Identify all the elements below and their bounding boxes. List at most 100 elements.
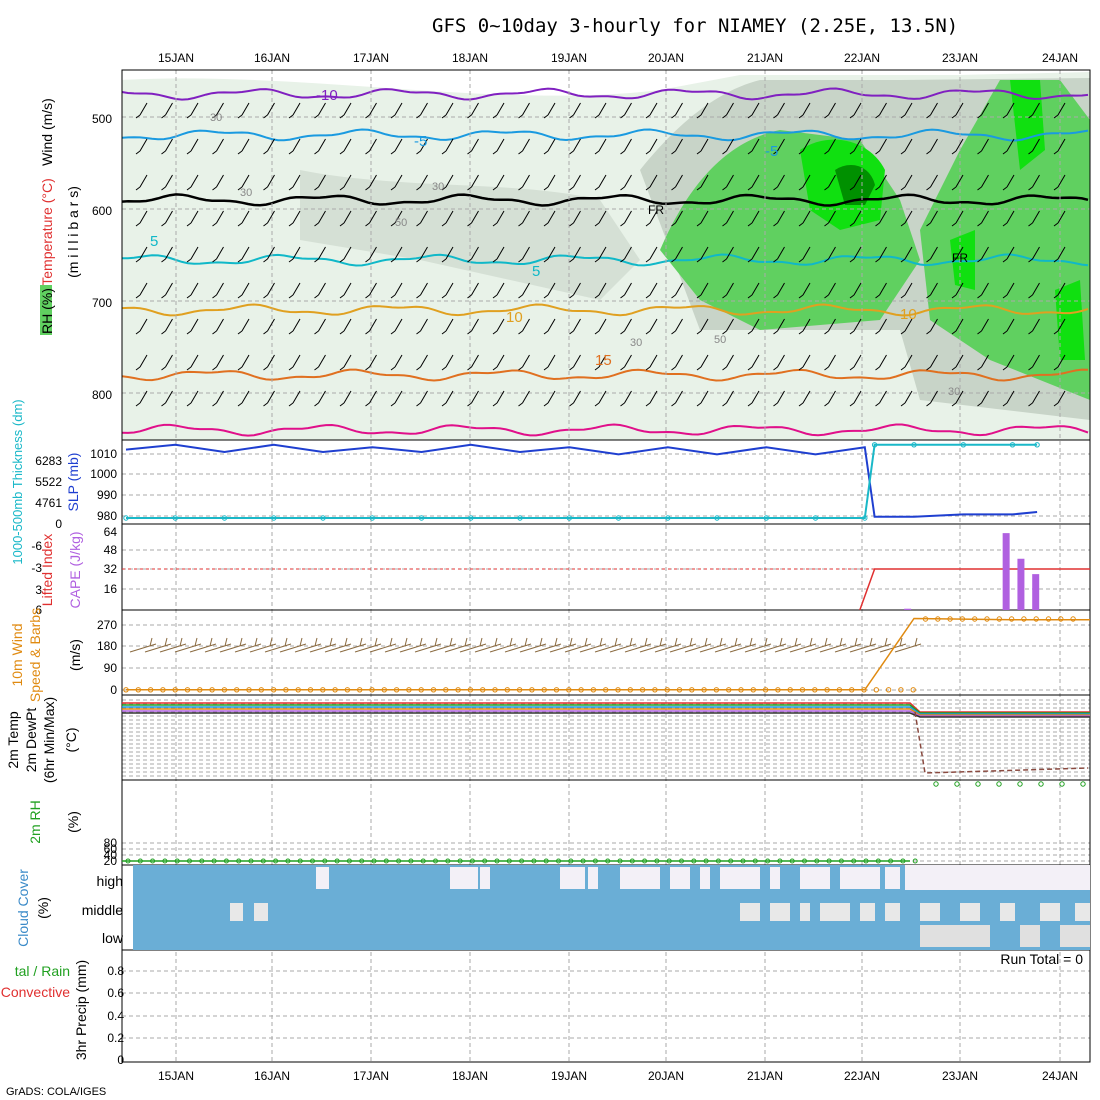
wind-speed-marker: [566, 687, 572, 693]
rh2m-marker: [802, 858, 807, 864]
date-label-top: 21JAN: [747, 51, 783, 65]
wind-barb: [543, 246, 556, 263]
temp-units-group: (°C): [63, 727, 79, 752]
temp-marker: [1059, 781, 1065, 787]
cloud-label-group: Cloud Cover: [15, 869, 31, 947]
wind-barb: [263, 390, 275, 407]
wind-barb: [441, 246, 454, 263]
rh2m-marker: [814, 858, 820, 864]
wind-barb: [977, 354, 989, 371]
wind10-barb: [654, 637, 682, 653]
wind-barb: [696, 318, 709, 335]
wind-barb: [365, 246, 377, 263]
wind-barb: [492, 138, 505, 155]
panel-frame-lifted: [121, 523, 1091, 611]
wind-barb: [977, 282, 989, 299]
wind-barb: [773, 138, 785, 155]
wind-barb: [416, 138, 428, 155]
wind-barb: [569, 354, 581, 371]
wind-barb: [722, 210, 734, 227]
rh2m-marker: [396, 858, 402, 864]
wind-barb: [365, 174, 377, 191]
cloud-high-gap: [588, 867, 598, 889]
rh2m-marker: [531, 858, 537, 864]
wind-barb: [135, 102, 148, 119]
wind-barb: [900, 246, 913, 263]
wind10-barb: [444, 637, 472, 653]
wind-barb: [543, 210, 556, 227]
contour-label: 30: [240, 187, 252, 199]
wind-barb: [237, 210, 250, 227]
wind-speed-marker: [639, 687, 646, 693]
cloud-high-gap: [620, 867, 660, 889]
wind-barb: [314, 210, 326, 227]
wind-barb: [135, 282, 148, 299]
wind-speed-marker: [283, 687, 289, 693]
wind-barb: [671, 282, 683, 299]
labels: -10 -5 -5 5 5 10 10 15 30 30 30 50 50 30 30 FR FR 15JAN 15…: [150, 51, 1078, 1083]
wind-barb: [492, 354, 505, 371]
wind-barb: [798, 246, 811, 263]
wind-speed-marker: [1045, 616, 1052, 622]
wind-barb: [263, 102, 275, 119]
wind-barb: [518, 390, 530, 407]
date-label-bottom: 16JAN: [254, 1069, 290, 1083]
wind-barb: [875, 174, 887, 191]
wind-barb: [467, 354, 479, 371]
rh2m-marker: [506, 858, 512, 864]
contour-label: 30: [948, 386, 960, 398]
wind-speed-marker: [947, 616, 953, 622]
rh2m-marker: [617, 858, 623, 864]
wind10-barb: [744, 637, 772, 653]
cloud-high-clear: [905, 865, 1090, 890]
wind-barb: [339, 174, 352, 191]
wind-barb: [518, 102, 530, 119]
rh2m-marker: [445, 858, 451, 864]
mb-tick-500: 500: [92, 112, 112, 126]
rh2m-marker: [888, 858, 894, 864]
thick-tick-0: 0: [55, 517, 62, 531]
wind10-barb: [234, 637, 262, 653]
contour-label: -5: [414, 133, 427, 150]
wind10-barb: [174, 637, 202, 653]
wind-speed-marker: [578, 687, 584, 693]
wind-barb: [161, 282, 173, 299]
wind-barb: [1002, 210, 1015, 227]
date-label-bottom: 24JAN: [1042, 1069, 1078, 1083]
wind-barb: [645, 390, 658, 407]
wind-barb: [1002, 354, 1015, 371]
wind-speed-marker: [123, 687, 129, 693]
wind10-barb: [669, 637, 697, 653]
wind-barb: [212, 174, 224, 191]
mb-axis-label-group: (m i l l i b a r s): [65, 186, 81, 278]
cloud-high-gap: [560, 867, 575, 889]
rh2m-marker: [420, 858, 426, 864]
freezing-label-2: FR: [952, 251, 968, 265]
wind-barb: [849, 246, 862, 263]
rh-axis-label-group: RH (%): [39, 288, 55, 334]
rh-tick-40: 40: [104, 848, 118, 862]
rh2m-marker: [359, 858, 365, 864]
wind-speed-marker: [209, 687, 215, 693]
wind-barb: [492, 246, 505, 263]
wind-barb: [543, 354, 556, 371]
wind-barb: [237, 174, 250, 191]
wind-barb: [237, 354, 250, 371]
wind-barb: [339, 354, 352, 371]
wind10-barb: [504, 637, 532, 653]
wind10-barb: [714, 637, 742, 653]
wind-speed-marker: [726, 687, 732, 693]
wind-barb: [671, 210, 683, 227]
wind-barb: [594, 246, 607, 263]
date-label-bottom: 18JAN: [452, 1069, 488, 1083]
wind-barb: [288, 354, 301, 371]
wind-barb: [747, 282, 760, 299]
precip-tick-0: 0: [117, 1053, 124, 1067]
wind-speed-marker: [750, 687, 756, 693]
wind-barb: [875, 246, 887, 263]
wind-barb: [722, 282, 734, 299]
wind-barb: [135, 354, 148, 371]
wind-speed-marker: [627, 687, 633, 693]
wind-barb: [977, 318, 989, 335]
wind-barb: [747, 246, 760, 263]
